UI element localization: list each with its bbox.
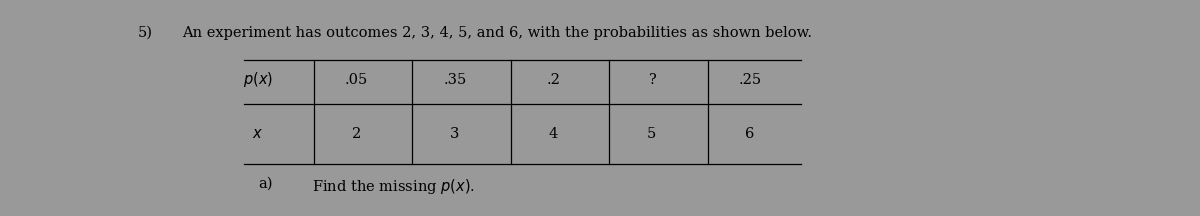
Text: .35: .35 <box>443 73 467 87</box>
Text: ?: ? <box>648 73 655 87</box>
Text: .2: .2 <box>546 73 560 87</box>
Text: 4: 4 <box>548 127 558 141</box>
Text: 5: 5 <box>647 127 656 141</box>
Text: Find the missing $p(x)$.: Find the missing $p(x)$. <box>312 177 475 196</box>
Text: An experiment has outcomes 2, 3, 4, 5, and 6, with the probabilities as shown be: An experiment has outcomes 2, 3, 4, 5, a… <box>182 26 812 40</box>
Text: a): a) <box>258 177 272 191</box>
Text: 3: 3 <box>450 127 460 141</box>
Text: .05: .05 <box>344 73 368 87</box>
Text: 5): 5) <box>138 26 154 40</box>
Text: .25: .25 <box>738 73 762 87</box>
Text: 6: 6 <box>745 127 755 141</box>
Text: 2: 2 <box>352 127 361 141</box>
Text: $p(x)$: $p(x)$ <box>242 70 274 89</box>
Text: $x$: $x$ <box>252 127 264 141</box>
